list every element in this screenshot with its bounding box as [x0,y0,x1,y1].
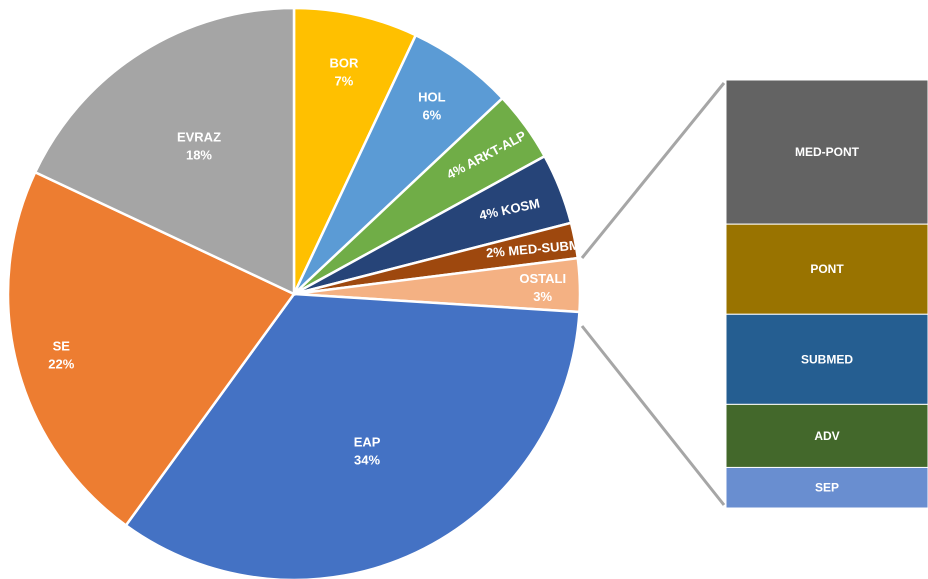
bar-segment-pont [725,223,928,315]
pie-slice-evraz [33,6,296,296]
category-label: SE [53,339,71,354]
data-label-eap: EAP 34% [354,434,381,467]
data-label-hol: HOL 6% [418,89,446,122]
bar-label-submed: SUBMED [801,352,853,366]
percent-label: 22% [48,357,74,372]
data-label-ostali: OSTALI 3% [519,271,566,304]
bar-label-med-pont: MED-PONT [795,145,860,159]
bar-segment-submed [725,313,928,405]
pie-slice-eap [124,292,581,579]
category-label: OSTALI [519,271,566,286]
percent-label: 34% [354,452,380,467]
percent-label: 7% [335,74,354,89]
category-label: EAP [354,434,381,449]
connector-line-top [580,82,726,259]
breakdown-bar: MED-PONT PONT SUBMED ADV SEP [725,79,928,509]
percent-label: 6% [422,107,441,122]
bar-segment-adv [725,403,928,468]
percent-label: 18% [186,147,212,162]
pie-slice-bor [292,6,418,295]
bar-segment-sep [725,466,928,509]
bar-label-sep: SEP [815,481,839,495]
data-label-se: SE 22% [48,339,74,372]
category-label: BOR [329,56,359,71]
bar-label-adv: ADV [814,429,839,443]
connector-lines [580,82,726,506]
connector-line-bottom [580,325,726,506]
data-label-evraz: EVRAZ 18% [177,129,221,162]
category-label: EVRAZ [177,129,221,144]
category-label: HOL [418,89,446,104]
data-label-bor: BOR 7% [329,56,359,89]
percent-label: 3% [533,289,552,304]
bar-label-pont: PONT [810,262,844,276]
